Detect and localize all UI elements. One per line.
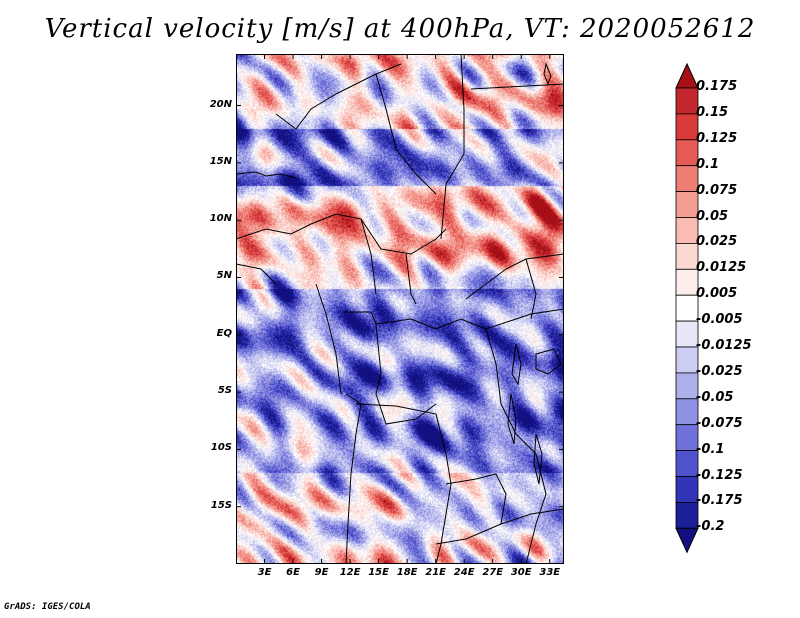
border-line bbox=[435, 508, 564, 545]
country-borders bbox=[236, 54, 564, 564]
colorbar-label: 0.0125 bbox=[696, 260, 747, 276]
border-line bbox=[355, 403, 452, 515]
colorbar-label: 0.05 bbox=[696, 208, 729, 224]
border-line bbox=[345, 393, 362, 564]
lon-tick-label: 3E bbox=[257, 567, 272, 578]
lat-tick-label: 5N bbox=[216, 270, 232, 282]
border-line bbox=[315, 283, 342, 395]
map-frame bbox=[236, 54, 564, 564]
lake-outline bbox=[511, 343, 522, 386]
colorbar-swatch bbox=[675, 242, 699, 270]
colorbar-swatch bbox=[675, 501, 699, 529]
colorbar-swatch bbox=[675, 346, 699, 374]
colorbar-swatch bbox=[675, 424, 699, 452]
border-line bbox=[344, 308, 564, 330]
colorbar-swatch bbox=[675, 372, 699, 400]
lakes bbox=[507, 62, 562, 485]
colorbar-label: 0.005 bbox=[696, 286, 738, 302]
colorbar-swatch bbox=[675, 398, 699, 426]
border-line bbox=[485, 328, 547, 564]
lat-tick-label: 20N bbox=[209, 98, 232, 110]
colorbar-swatch bbox=[675, 113, 699, 141]
map-panel bbox=[236, 54, 564, 564]
lat-tick-label: 15N bbox=[209, 155, 232, 167]
colorbar-label: -0.025 bbox=[696, 363, 743, 379]
lon-tick-label: 6E bbox=[286, 567, 300, 578]
colorbar-label: 0.175 bbox=[696, 79, 738, 94]
lon-tick-label: 12E bbox=[339, 567, 361, 578]
axis-ticks bbox=[236, 54, 564, 564]
border-line bbox=[236, 171, 297, 179]
colorbar-swatch bbox=[675, 87, 699, 115]
colorbar-label: -0.125 bbox=[696, 467, 743, 483]
lake-outline bbox=[507, 393, 517, 445]
lake-outline bbox=[533, 433, 543, 485]
border-line bbox=[236, 213, 377, 295]
border-line bbox=[440, 54, 465, 240]
colorbar-swatch bbox=[675, 191, 699, 218]
border-line bbox=[375, 323, 437, 425]
border-line bbox=[445, 473, 507, 525]
colorbar-label: 0.075 bbox=[696, 182, 738, 198]
colorbar-max-arrow bbox=[675, 62, 699, 89]
colorbar-label: -0.075 bbox=[696, 415, 743, 431]
lake-outline bbox=[535, 348, 562, 375]
colorbar-label: 0.15 bbox=[696, 104, 729, 120]
credit-label: GrADS: IGES/COLA bbox=[4, 602, 91, 612]
lon-tick-label: 18E bbox=[396, 567, 418, 578]
colorbar-label: -0.05 bbox=[696, 389, 734, 405]
colorbar-min-arrow bbox=[675, 527, 699, 554]
colorbar-label: -0.005 bbox=[696, 312, 743, 328]
lon-tick-label: 15E bbox=[368, 567, 389, 578]
colorbar-label: -0.0125 bbox=[696, 338, 752, 353]
border-line bbox=[405, 253, 417, 305]
border-line bbox=[470, 83, 564, 90]
border-line bbox=[275, 63, 402, 130]
lake-outline bbox=[543, 62, 552, 86]
colorbar-swatch bbox=[675, 165, 699, 192]
border-line bbox=[525, 258, 537, 320]
lon-tick-label: 27E bbox=[482, 567, 504, 578]
colorbar-swatch bbox=[675, 294, 699, 322]
lon-tick-label: 24E bbox=[453, 567, 475, 578]
border-line bbox=[360, 218, 447, 255]
velocity-field bbox=[236, 54, 564, 564]
lon-tick-label: 21E bbox=[425, 567, 447, 578]
colorbar-label: -0.175 bbox=[696, 493, 743, 509]
colorbar-swatch bbox=[675, 268, 699, 296]
border-line bbox=[375, 73, 437, 195]
colorbar-label: -0.1 bbox=[696, 441, 725, 457]
colorbar-swatch bbox=[675, 139, 699, 167]
border-line bbox=[465, 253, 564, 300]
colorbar-label: 0.125 bbox=[696, 130, 738, 146]
lat-tick-label: 10N bbox=[209, 213, 232, 225]
colorbar bbox=[675, 62, 699, 554]
lon-tick-label: 33E bbox=[539, 567, 561, 578]
colorbar-swatch bbox=[675, 476, 699, 503]
lat-tick-label: 10S bbox=[210, 442, 232, 454]
colorbar-swatch bbox=[675, 450, 699, 477]
colorbar-label: 0.025 bbox=[696, 234, 738, 250]
border-line bbox=[236, 263, 277, 285]
colorbar-label: -0.2 bbox=[696, 519, 725, 535]
map-overlay bbox=[236, 54, 564, 564]
lon-tick-label: 30E bbox=[510, 567, 532, 578]
lat-tick-label: 15S bbox=[210, 499, 232, 511]
colorbar-label: 0.1 bbox=[696, 156, 720, 172]
lat-tick-label: 5S bbox=[217, 385, 232, 397]
lat-tick-label: EQ bbox=[216, 327, 232, 339]
colorbar-swatch bbox=[675, 217, 699, 244]
colorbar-swatch bbox=[675, 320, 699, 348]
page-title: Vertical velocity [m/s] at 400hPa, VT: 2… bbox=[44, 14, 756, 44]
border-line bbox=[435, 513, 447, 564]
lon-tick-label: 9E bbox=[314, 567, 329, 578]
